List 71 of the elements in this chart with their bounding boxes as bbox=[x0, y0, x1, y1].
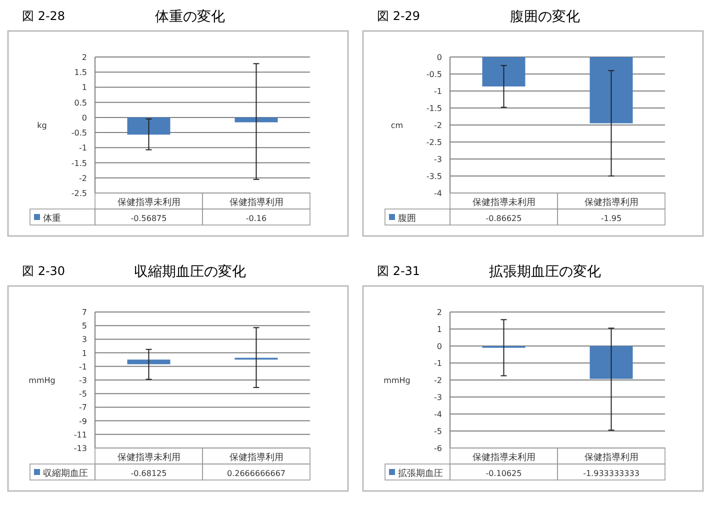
y-tick-label: -3.5 bbox=[426, 172, 442, 181]
y-tick-label: -2.5 bbox=[426, 138, 442, 147]
y-tick-label: 0.5 bbox=[74, 98, 87, 108]
legend-label: 腹囲 bbox=[398, 213, 416, 224]
y-tick-label: 1 bbox=[82, 348, 87, 358]
y-tick-label: 0 bbox=[436, 53, 442, 62]
x-tick-label: 保健指導利用 bbox=[584, 197, 638, 208]
y-tick-label: -1 bbox=[79, 362, 87, 372]
y-tick-label: 1 bbox=[82, 83, 87, 92]
y-tick-label: 2 bbox=[82, 53, 87, 62]
chart-title: 拡張期血圧の変化 bbox=[489, 264, 601, 280]
x-tick-label: 保健指導未利用 bbox=[472, 452, 536, 463]
y-tick-label: -7 bbox=[79, 403, 87, 412]
y-tick-label: -11 bbox=[74, 430, 87, 440]
y-tick-label: -4 bbox=[434, 189, 442, 198]
y-axis-title: mmHg bbox=[28, 376, 56, 385]
data-label: -0.68125 bbox=[130, 469, 167, 478]
y-tick-label: -9 bbox=[79, 416, 87, 426]
y-tick-label: -2 bbox=[79, 174, 87, 183]
legend-label: 収縮期血圧 bbox=[43, 468, 88, 479]
chart-title: 腹囲の変化 bbox=[510, 9, 580, 25]
data-label: -0.86625 bbox=[486, 214, 522, 223]
y-tick-label: -4 bbox=[434, 410, 442, 419]
chart-subtitle: 図 2-29 bbox=[377, 9, 420, 23]
y-tick-label: -1.5 bbox=[426, 104, 442, 113]
legend-label: 体重 bbox=[43, 213, 61, 224]
y-tick-label: -3 bbox=[434, 393, 442, 402]
data-label: -0.16 bbox=[246, 214, 267, 223]
y-tick-label: -6 bbox=[434, 444, 442, 453]
y-tick-label: -1 bbox=[434, 359, 442, 368]
y-tick-label: -1 bbox=[434, 87, 442, 96]
chart-title: 収縮期血圧の変化 bbox=[134, 264, 246, 280]
x-tick-label: 保健指導利用 bbox=[229, 197, 284, 208]
data-label: -0.10625 bbox=[486, 469, 522, 478]
y-tick-label: -1 bbox=[79, 144, 87, 153]
y-tick-label: -2 bbox=[434, 121, 442, 130]
x-tick-label: 保健指導利用 bbox=[229, 452, 284, 463]
x-tick-label: 保健指導利用 bbox=[584, 452, 638, 463]
y-tick-label: -0.5 bbox=[426, 70, 442, 79]
y-tick-label: -3 bbox=[79, 376, 87, 385]
y-tick-label: -3 bbox=[434, 155, 442, 164]
y-tick-label: 1 bbox=[436, 325, 442, 334]
y-tick-label: 1.5 bbox=[74, 68, 87, 78]
y-tick-label: 2 bbox=[436, 308, 442, 317]
data-label: -1.95 bbox=[600, 214, 622, 223]
data-label: 0.2666666667 bbox=[226, 469, 286, 478]
y-tick-label: -1.5 bbox=[71, 158, 87, 168]
y-tick-label: -0.5 bbox=[71, 128, 87, 138]
chart-subtitle: 図 2-31 bbox=[377, 264, 420, 278]
chart-title: 体重の変化 bbox=[155, 9, 225, 25]
data-label: -1.933333333 bbox=[583, 469, 640, 478]
chart-subtitle: 図 2-28 bbox=[22, 9, 66, 23]
y-tick-label: 0 bbox=[82, 113, 87, 122]
y-tick-label: 0 bbox=[436, 342, 442, 351]
y-axis-title: cm bbox=[390, 121, 404, 130]
y-axis-title: mmHg bbox=[384, 376, 410, 385]
y-tick-label: -13 bbox=[74, 444, 87, 453]
x-tick-label: 保健指導未利用 bbox=[117, 452, 180, 463]
y-tick-label: 3 bbox=[82, 335, 87, 344]
chart-subtitle: 図 2-30 bbox=[22, 264, 66, 278]
y-axis-title: kg bbox=[37, 121, 47, 130]
y-tick-label: -5 bbox=[434, 427, 442, 436]
y-tick-label: 5 bbox=[82, 322, 87, 331]
y-tick-label: -5 bbox=[79, 390, 87, 399]
y-tick-label: 7 bbox=[82, 308, 87, 317]
y-tick-label: -2 bbox=[434, 376, 442, 385]
x-tick-label: 保健指導未利用 bbox=[472, 197, 536, 208]
legend-label: 拡張期血圧 bbox=[398, 468, 443, 479]
x-tick-label: 保健指導未利用 bbox=[117, 197, 180, 208]
y-tick-label: -2.5 bbox=[71, 189, 87, 198]
data-label: -0.56875 bbox=[130, 214, 167, 223]
